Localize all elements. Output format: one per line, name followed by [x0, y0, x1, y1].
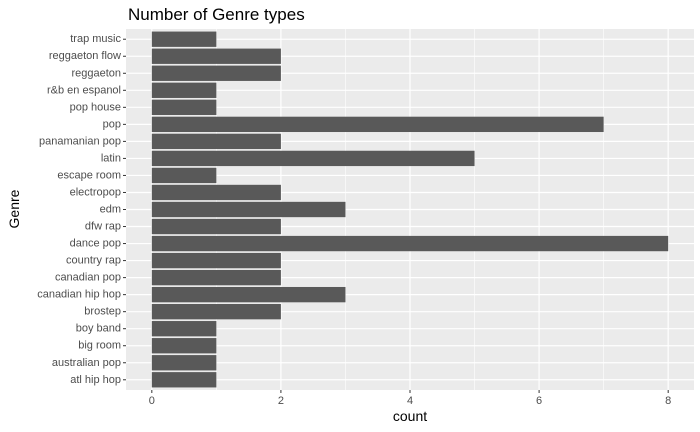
- bar: [151, 116, 604, 133]
- bar: [151, 269, 281, 286]
- y-tick-label: dance pop: [70, 238, 121, 250]
- y-tick-label: reggaeton flow: [49, 50, 121, 62]
- bar: [151, 218, 281, 235]
- chart-title: Number of Genre types: [128, 5, 305, 24]
- x-axis: 0 2 4 6 8: [149, 390, 671, 407]
- grid-major: [126, 29, 694, 390]
- y-tick-label: edm: [100, 204, 121, 216]
- y-axis: atl hip hop australian pop big room boy ban…: [37, 33, 126, 386]
- x-tick-label: 2: [278, 395, 284, 407]
- bar: [151, 167, 217, 184]
- bar: [151, 184, 281, 201]
- x-tick-label: 4: [407, 395, 413, 407]
- y-tick-label: boy band: [76, 323, 121, 335]
- bar: [151, 355, 217, 371]
- y-tick-label: pop: [103, 118, 121, 130]
- y-tick-label: canadian pop: [55, 272, 121, 284]
- x-tick-label: 0: [149, 395, 155, 407]
- y-tick-label: dfw rap: [85, 221, 121, 233]
- bar: [151, 65, 281, 81]
- bar: [151, 48, 281, 64]
- bar: [151, 31, 217, 47]
- y-tick-label: escape room: [57, 169, 121, 181]
- y-tick-label: canadian hip hop: [37, 289, 121, 301]
- y-tick-label: brostep: [84, 306, 121, 318]
- y-tick-label: electropop: [70, 186, 121, 198]
- bar: [151, 99, 217, 115]
- x-tick-label: 6: [536, 395, 542, 407]
- x-axis-title: count: [393, 408, 427, 424]
- bar: [151, 321, 217, 337]
- bar: [151, 372, 217, 388]
- bar: [151, 201, 346, 218]
- y-tick-label: r&b en espanol: [47, 84, 121, 96]
- bar: [151, 150, 475, 167]
- y-tick-label: big room: [78, 340, 121, 352]
- y-tick-label: country rap: [66, 255, 121, 267]
- y-tick-label: panamanian pop: [39, 135, 121, 147]
- bar: [151, 235, 669, 252]
- y-tick-label: pop house: [70, 101, 121, 113]
- y-tick-label: reggaeton: [71, 67, 121, 79]
- y-tick-label: australian pop: [52, 357, 121, 369]
- bar: [151, 304, 281, 320]
- bar: [151, 82, 217, 98]
- bar: [151, 133, 281, 150]
- y-tick-label: trap music: [70, 33, 121, 45]
- bars: [151, 31, 669, 388]
- bar: [151, 286, 346, 303]
- y-tick-label: atl hip hop: [70, 374, 121, 386]
- y-axis-title: Genre: [6, 189, 22, 228]
- bar: [151, 338, 217, 354]
- bar: [151, 252, 281, 269]
- y-tick-label: latin: [101, 152, 121, 164]
- x-tick-label: 8: [665, 395, 671, 407]
